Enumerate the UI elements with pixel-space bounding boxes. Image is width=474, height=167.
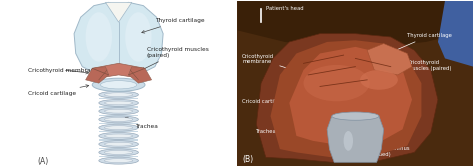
Polygon shape [92,63,145,78]
Ellipse shape [99,91,138,98]
Text: (B): (B) [242,155,253,164]
Polygon shape [438,1,474,67]
Polygon shape [289,47,412,146]
Polygon shape [74,2,163,75]
Ellipse shape [99,132,138,139]
Bar [99,115,138,116]
Polygon shape [237,1,474,47]
Ellipse shape [303,65,370,101]
Ellipse shape [344,131,353,151]
Ellipse shape [99,108,138,115]
Text: Trachea: Trachea [256,122,328,134]
Ellipse shape [104,101,133,105]
Text: Cricothyroid
muscles (paired): Cricothyroid muscles (paired) [394,60,452,79]
Ellipse shape [86,12,112,62]
Text: Cricoid cartilage: Cricoid cartilage [242,94,310,104]
Ellipse shape [125,12,152,62]
Text: Cricothyroid muscles
(paired): Cricothyroid muscles (paired) [142,47,209,70]
Ellipse shape [332,112,379,120]
Ellipse shape [99,157,138,164]
FancyBboxPatch shape [237,1,474,166]
Text: Cricothyroid membrane: Cricothyroid membrane [28,68,98,74]
Text: Thyroid cartilage: Thyroid cartilage [392,33,452,52]
Ellipse shape [104,93,133,97]
Polygon shape [128,67,152,83]
Ellipse shape [360,70,398,90]
Bar [99,148,138,149]
Bar [99,139,138,141]
Polygon shape [86,67,109,83]
Bar [99,131,138,132]
Ellipse shape [104,134,133,138]
Text: Thyroid cartilage: Thyroid cartilage [142,18,204,33]
Text: Patient's head: Patient's head [266,7,303,11]
Bar [99,156,138,157]
Text: Cricoid cartilage: Cricoid cartilage [28,85,89,96]
Ellipse shape [99,141,138,148]
Text: (A): (A) [38,157,49,166]
Polygon shape [367,44,412,75]
Ellipse shape [99,116,138,123]
Ellipse shape [99,124,138,131]
Polygon shape [105,2,132,22]
Polygon shape [271,40,421,157]
Text: Thyroid isthmus
(divided): Thyroid isthmus (divided) [367,135,410,157]
Ellipse shape [100,81,137,89]
Ellipse shape [104,118,133,121]
Text: Cricothyroid
membrane: Cricothyroid membrane [242,54,305,74]
Text: Trachea: Trachea [125,117,158,129]
Ellipse shape [104,126,133,130]
Ellipse shape [104,109,133,113]
Bar [99,98,138,100]
Bar [99,123,138,124]
Polygon shape [327,116,383,162]
Bar [99,106,138,108]
Ellipse shape [99,100,138,106]
Ellipse shape [104,150,133,154]
Ellipse shape [92,78,145,91]
Ellipse shape [104,159,133,162]
Ellipse shape [99,149,138,156]
Ellipse shape [104,142,133,146]
Polygon shape [256,34,438,162]
